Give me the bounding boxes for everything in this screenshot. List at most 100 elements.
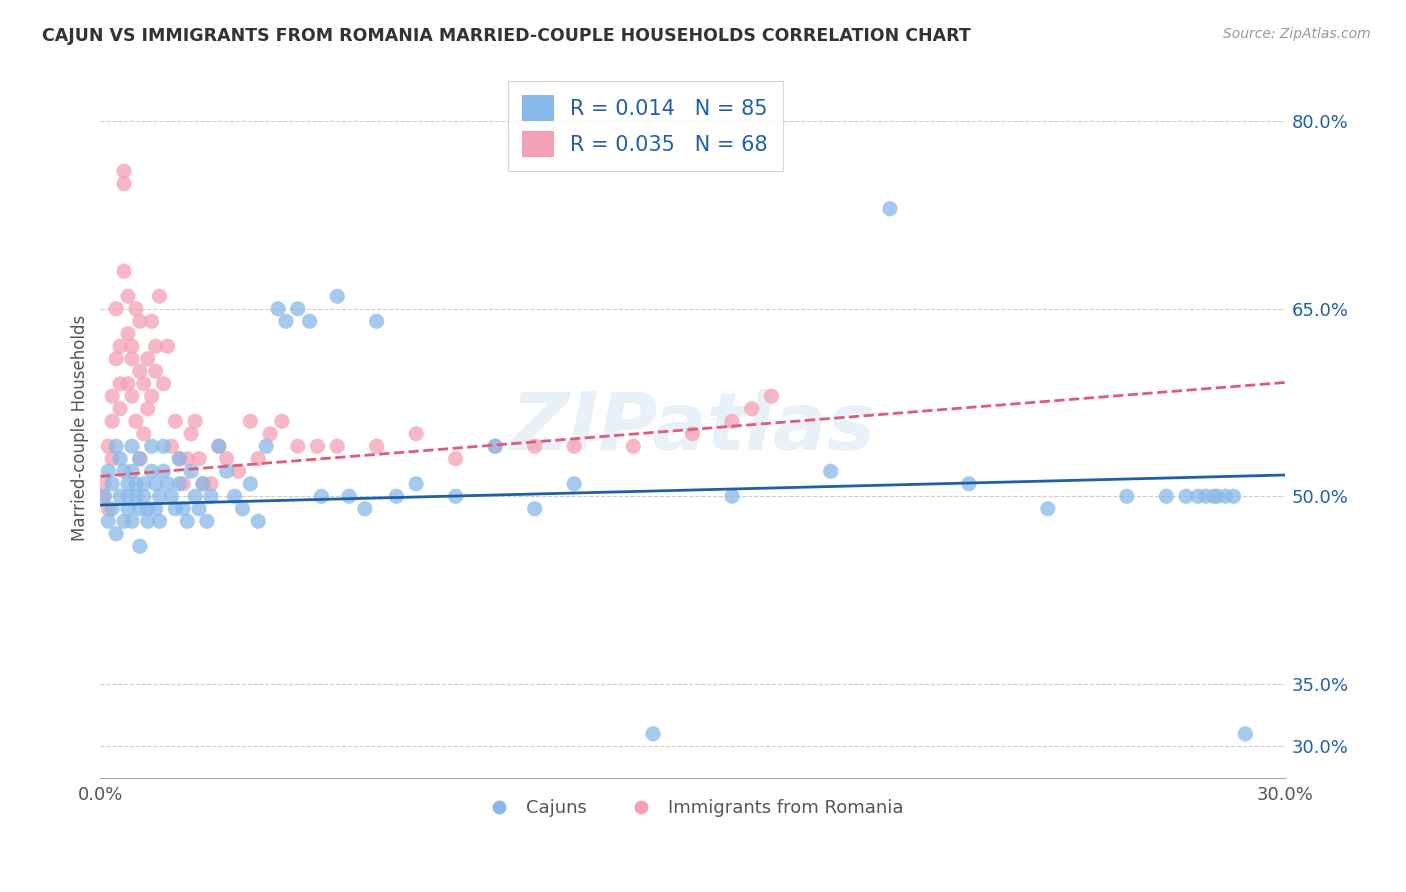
Point: [1234, 727, 1257, 741]
Point: [169, 451, 191, 466]
Legend: Cajuns, Immigrants from Romania: Cajuns, Immigrants from Romania: [474, 792, 911, 824]
Point: [141, 439, 163, 453]
Point: [366, 314, 388, 328]
Point: [523, 501, 546, 516]
Point: [195, 514, 218, 528]
Point: [274, 314, 297, 328]
Point: [117, 501, 139, 516]
Point: [354, 501, 377, 516]
Point: [169, 476, 191, 491]
Point: [136, 514, 159, 528]
Point: [957, 476, 980, 491]
Point: [128, 451, 150, 466]
Point: [239, 476, 262, 491]
Point: [298, 314, 321, 328]
Text: Source: ZipAtlas.com: Source: ZipAtlas.com: [1223, 27, 1371, 41]
Point: [152, 439, 174, 453]
Point: [1202, 489, 1225, 503]
Point: [125, 476, 148, 491]
Point: [484, 439, 506, 453]
Point: [180, 426, 202, 441]
Point: [112, 514, 135, 528]
Point: [132, 489, 155, 503]
Point: [311, 489, 333, 503]
Point: [112, 264, 135, 278]
Point: [271, 414, 294, 428]
Point: [1187, 489, 1209, 503]
Point: [287, 439, 309, 453]
Point: [267, 301, 290, 316]
Point: [112, 177, 135, 191]
Point: [105, 351, 128, 366]
Point: [172, 501, 194, 516]
Point: [562, 439, 585, 453]
Point: [1195, 489, 1218, 503]
Point: [93, 489, 115, 503]
Point: [160, 439, 183, 453]
Point: [1222, 489, 1244, 503]
Point: [141, 314, 163, 328]
Point: [117, 289, 139, 303]
Point: [741, 401, 763, 416]
Point: [820, 464, 842, 478]
Point: [105, 301, 128, 316]
Point: [169, 451, 191, 466]
Point: [128, 501, 150, 516]
Point: [125, 301, 148, 316]
Point: [97, 514, 120, 528]
Point: [145, 501, 167, 516]
Point: [148, 289, 170, 303]
Point: [184, 489, 207, 503]
Point: [108, 401, 131, 416]
Point: [117, 326, 139, 341]
Point: [208, 439, 231, 453]
Y-axis label: Married-couple Households: Married-couple Households: [72, 314, 89, 541]
Point: [247, 451, 270, 466]
Point: [97, 501, 120, 516]
Point: [125, 414, 148, 428]
Point: [879, 202, 901, 216]
Point: [121, 351, 143, 366]
Point: [1175, 489, 1198, 503]
Point: [136, 501, 159, 516]
Point: [136, 351, 159, 366]
Point: [259, 426, 281, 441]
Point: [141, 389, 163, 403]
Point: [405, 426, 427, 441]
Point: [145, 476, 167, 491]
Point: [239, 414, 262, 428]
Point: [136, 401, 159, 416]
Point: [176, 514, 198, 528]
Point: [326, 289, 349, 303]
Point: [180, 464, 202, 478]
Point: [145, 364, 167, 378]
Point: [1115, 489, 1137, 503]
Point: [132, 426, 155, 441]
Point: [97, 464, 120, 478]
Point: [101, 414, 124, 428]
Point: [721, 414, 744, 428]
Point: [128, 451, 150, 466]
Point: [165, 414, 187, 428]
Point: [108, 451, 131, 466]
Point: [444, 451, 467, 466]
Point: [148, 489, 170, 503]
Point: [152, 464, 174, 478]
Text: CAJUN VS IMMIGRANTS FROM ROMANIA MARRIED-COUPLE HOUSEHOLDS CORRELATION CHART: CAJUN VS IMMIGRANTS FROM ROMANIA MARRIED…: [42, 27, 972, 45]
Point: [97, 439, 120, 453]
Point: [254, 439, 277, 453]
Point: [307, 439, 329, 453]
Point: [184, 414, 207, 428]
Point: [132, 376, 155, 391]
Point: [337, 489, 360, 503]
Point: [112, 164, 135, 178]
Point: [326, 439, 349, 453]
Point: [121, 339, 143, 353]
Point: [188, 451, 211, 466]
Point: [562, 476, 585, 491]
Point: [145, 339, 167, 353]
Point: [287, 301, 309, 316]
Point: [208, 439, 231, 453]
Point: [215, 464, 238, 478]
Point: [105, 526, 128, 541]
